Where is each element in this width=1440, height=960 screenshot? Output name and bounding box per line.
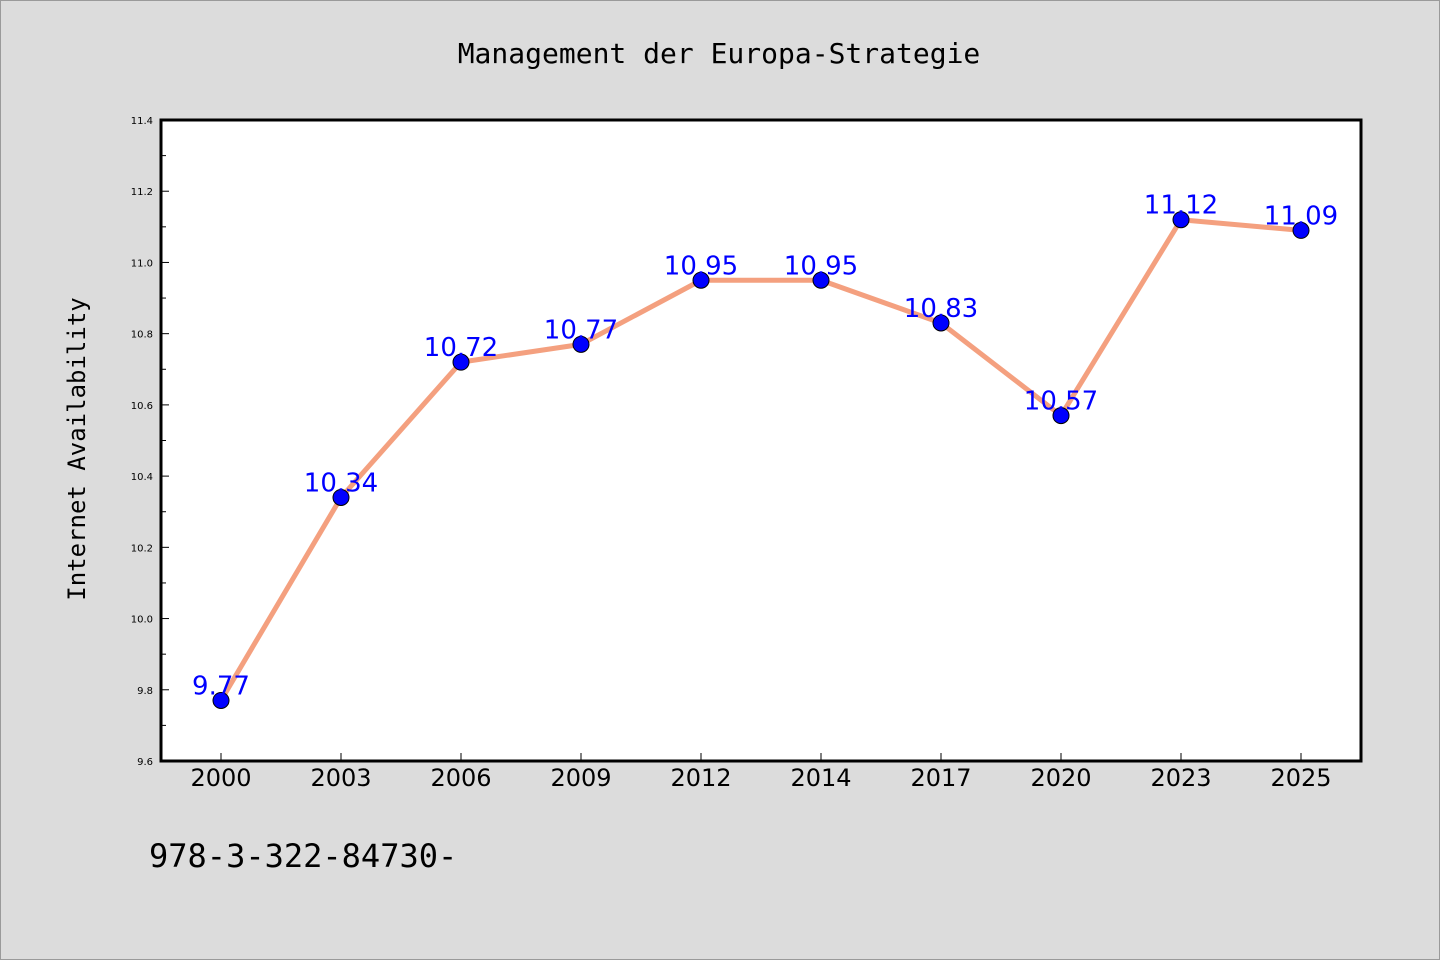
data-point-marker	[932, 314, 950, 332]
x-tick-label: 2020	[1030, 764, 1091, 792]
data-label: 10.95	[664, 251, 738, 281]
y-tick-label: 11.2	[131, 187, 153, 198]
x-tick-label: 2006	[430, 764, 491, 792]
data-labels-group: 9.77 10.34 10.72 10.77 10.95 10.95 10.83 10.57 1…	[192, 191, 1338, 702]
x-tick-label: 2009	[550, 764, 611, 792]
y-tick-label: 10.6	[131, 401, 153, 412]
data-point-marker	[1292, 221, 1310, 239]
x-axis: 2000 2003 2006 2009 2012 2014 2017 2020 2023 2025	[190, 753, 1332, 792]
data-point-marker	[572, 335, 590, 353]
x-tick-label: 2012	[670, 764, 731, 792]
x-tick-label: 2000	[190, 764, 251, 792]
y-tick-label: 10.4	[131, 472, 153, 483]
y-tick-label: 11.4	[131, 116, 153, 127]
x-tick-label: 2003	[310, 764, 371, 792]
footer-text: 978-3-322-84730-	[149, 837, 457, 875]
x-tick-label: 2023	[1150, 764, 1211, 792]
data-label: 10.95	[784, 251, 858, 281]
y-tick-label: 10.0	[131, 615, 153, 626]
x-tick-label: 2017	[910, 764, 971, 792]
data-label: 10.57	[1024, 387, 1098, 417]
data-point-marker	[692, 271, 710, 289]
y-axis-label: Internet Availability	[63, 297, 91, 600]
data-label: 10.77	[544, 315, 618, 345]
x-tick-label: 2025	[1270, 764, 1331, 792]
series-line-group	[218, 217, 1304, 703]
data-label: 10.72	[424, 333, 498, 363]
y-tick-label: 9.8	[137, 686, 153, 697]
data-label: 10.83	[904, 294, 978, 324]
data-point-marker	[452, 353, 470, 371]
x-tick-label: 2014	[790, 764, 851, 792]
data-label: 11.12	[1144, 191, 1218, 221]
data-point-marker	[1052, 407, 1070, 425]
chart-title: Management der Europa-Strategie	[458, 37, 981, 70]
y-axis: 9.6 9.8 10.0 10.2 10.4 10.6 10.8 11.0 11.2 11.4	[131, 116, 169, 768]
data-label: 9.77	[192, 671, 250, 701]
data-point-marker	[212, 691, 230, 709]
data-point-marker	[332, 488, 350, 506]
data-point-marker	[1172, 211, 1190, 229]
y-tick-label: 10.2	[131, 543, 153, 554]
plot-area	[159, 118, 1363, 763]
y-tick-label: 9.6	[137, 757, 153, 768]
markers-group	[212, 211, 1310, 709]
data-label: 10.34	[304, 468, 378, 498]
series-line	[218, 217, 1304, 703]
data-point-marker	[812, 271, 830, 289]
y-tick-label: 11.0	[131, 258, 153, 269]
data-label: 11.09	[1264, 201, 1338, 231]
y-tick-label: 10.8	[131, 330, 153, 341]
